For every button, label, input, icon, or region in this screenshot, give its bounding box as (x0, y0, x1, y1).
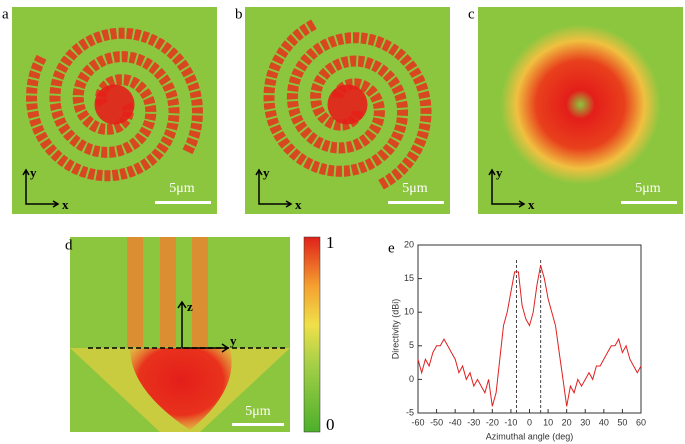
x-tick-label: -10 (504, 417, 517, 427)
x-tick-label: 60 (636, 417, 646, 427)
panel-label: c (468, 6, 475, 22)
arrow-head (22, 168, 30, 176)
axis-label: x (295, 197, 302, 212)
axis-label: z (187, 299, 193, 314)
y-tick-label: 15 (404, 273, 414, 283)
axis-label: y (230, 333, 237, 348)
x-tick-label: 40 (599, 417, 609, 427)
x-tick-label: -50 (430, 417, 443, 427)
panel-label: e (388, 240, 395, 256)
y-tick-label: 20 (404, 239, 414, 249)
arrow-head (488, 168, 496, 176)
x-tick-label: 0 (527, 417, 532, 427)
panel-label: d (65, 237, 73, 253)
scale-label: 5μm (402, 181, 428, 196)
y-tick-label: -5 (406, 407, 414, 417)
data-line (417, 265, 642, 407)
x-tick-label: 20 (562, 417, 572, 427)
y-tick-label: 10 (404, 307, 414, 317)
x-tick-label: 10 (543, 417, 553, 427)
y-tick-label: 5 (409, 340, 414, 350)
spiral-arm (25, 51, 180, 182)
beam-core (130, 348, 232, 430)
panel-label: a (2, 6, 9, 22)
donut (500, 24, 661, 185)
axis-arrow (25, 170, 58, 205)
beam (160, 237, 176, 347)
x-tick-label: -30 (467, 417, 480, 427)
axis-label: y (30, 165, 37, 180)
x-axis-title: Azimuthal angle (deg) (486, 431, 574, 441)
axis-label: y (263, 165, 270, 180)
beam (127, 237, 143, 347)
axis-arrow (491, 170, 524, 205)
colorbar-label: 1 (326, 233, 335, 252)
x-tick-label: -60 (411, 417, 424, 427)
scale-label: 5μm (169, 181, 195, 196)
spiral-arm (263, 19, 409, 177)
y-tick-label: 0 (409, 374, 414, 384)
x-tick-label: -20 (486, 417, 499, 427)
x-tick-label: -40 (449, 417, 462, 427)
core (327, 84, 368, 125)
arrow-head (255, 168, 263, 176)
colorbar (303, 236, 321, 433)
axis-arrow (177, 300, 230, 353)
axis-arrow (258, 170, 291, 205)
spiral-arm (49, 27, 204, 158)
beam (192, 237, 208, 347)
axis-label: y (496, 165, 503, 180)
plot-frame (417, 244, 642, 414)
arrow-head (518, 200, 526, 208)
axis-label: x (528, 197, 535, 212)
x-tick-label: 50 (617, 417, 627, 427)
scale-bar (621, 201, 677, 204)
x-tick-label: 30 (580, 417, 590, 427)
scale-label: 5μm (245, 404, 271, 419)
axis-label: x (62, 197, 69, 212)
arrow-head (285, 200, 293, 208)
scale-bar (232, 423, 284, 426)
scale-label: 5μm (635, 181, 661, 196)
spiral-arm (286, 32, 432, 190)
scale-bar (388, 201, 444, 204)
core (94, 84, 135, 125)
arrow-head (52, 200, 60, 208)
y-axis-title: Directivity (dBi) (390, 299, 400, 360)
colorbar-label: 0 (326, 415, 335, 434)
panel-label: b (235, 6, 243, 22)
scale-bar (155, 201, 211, 204)
